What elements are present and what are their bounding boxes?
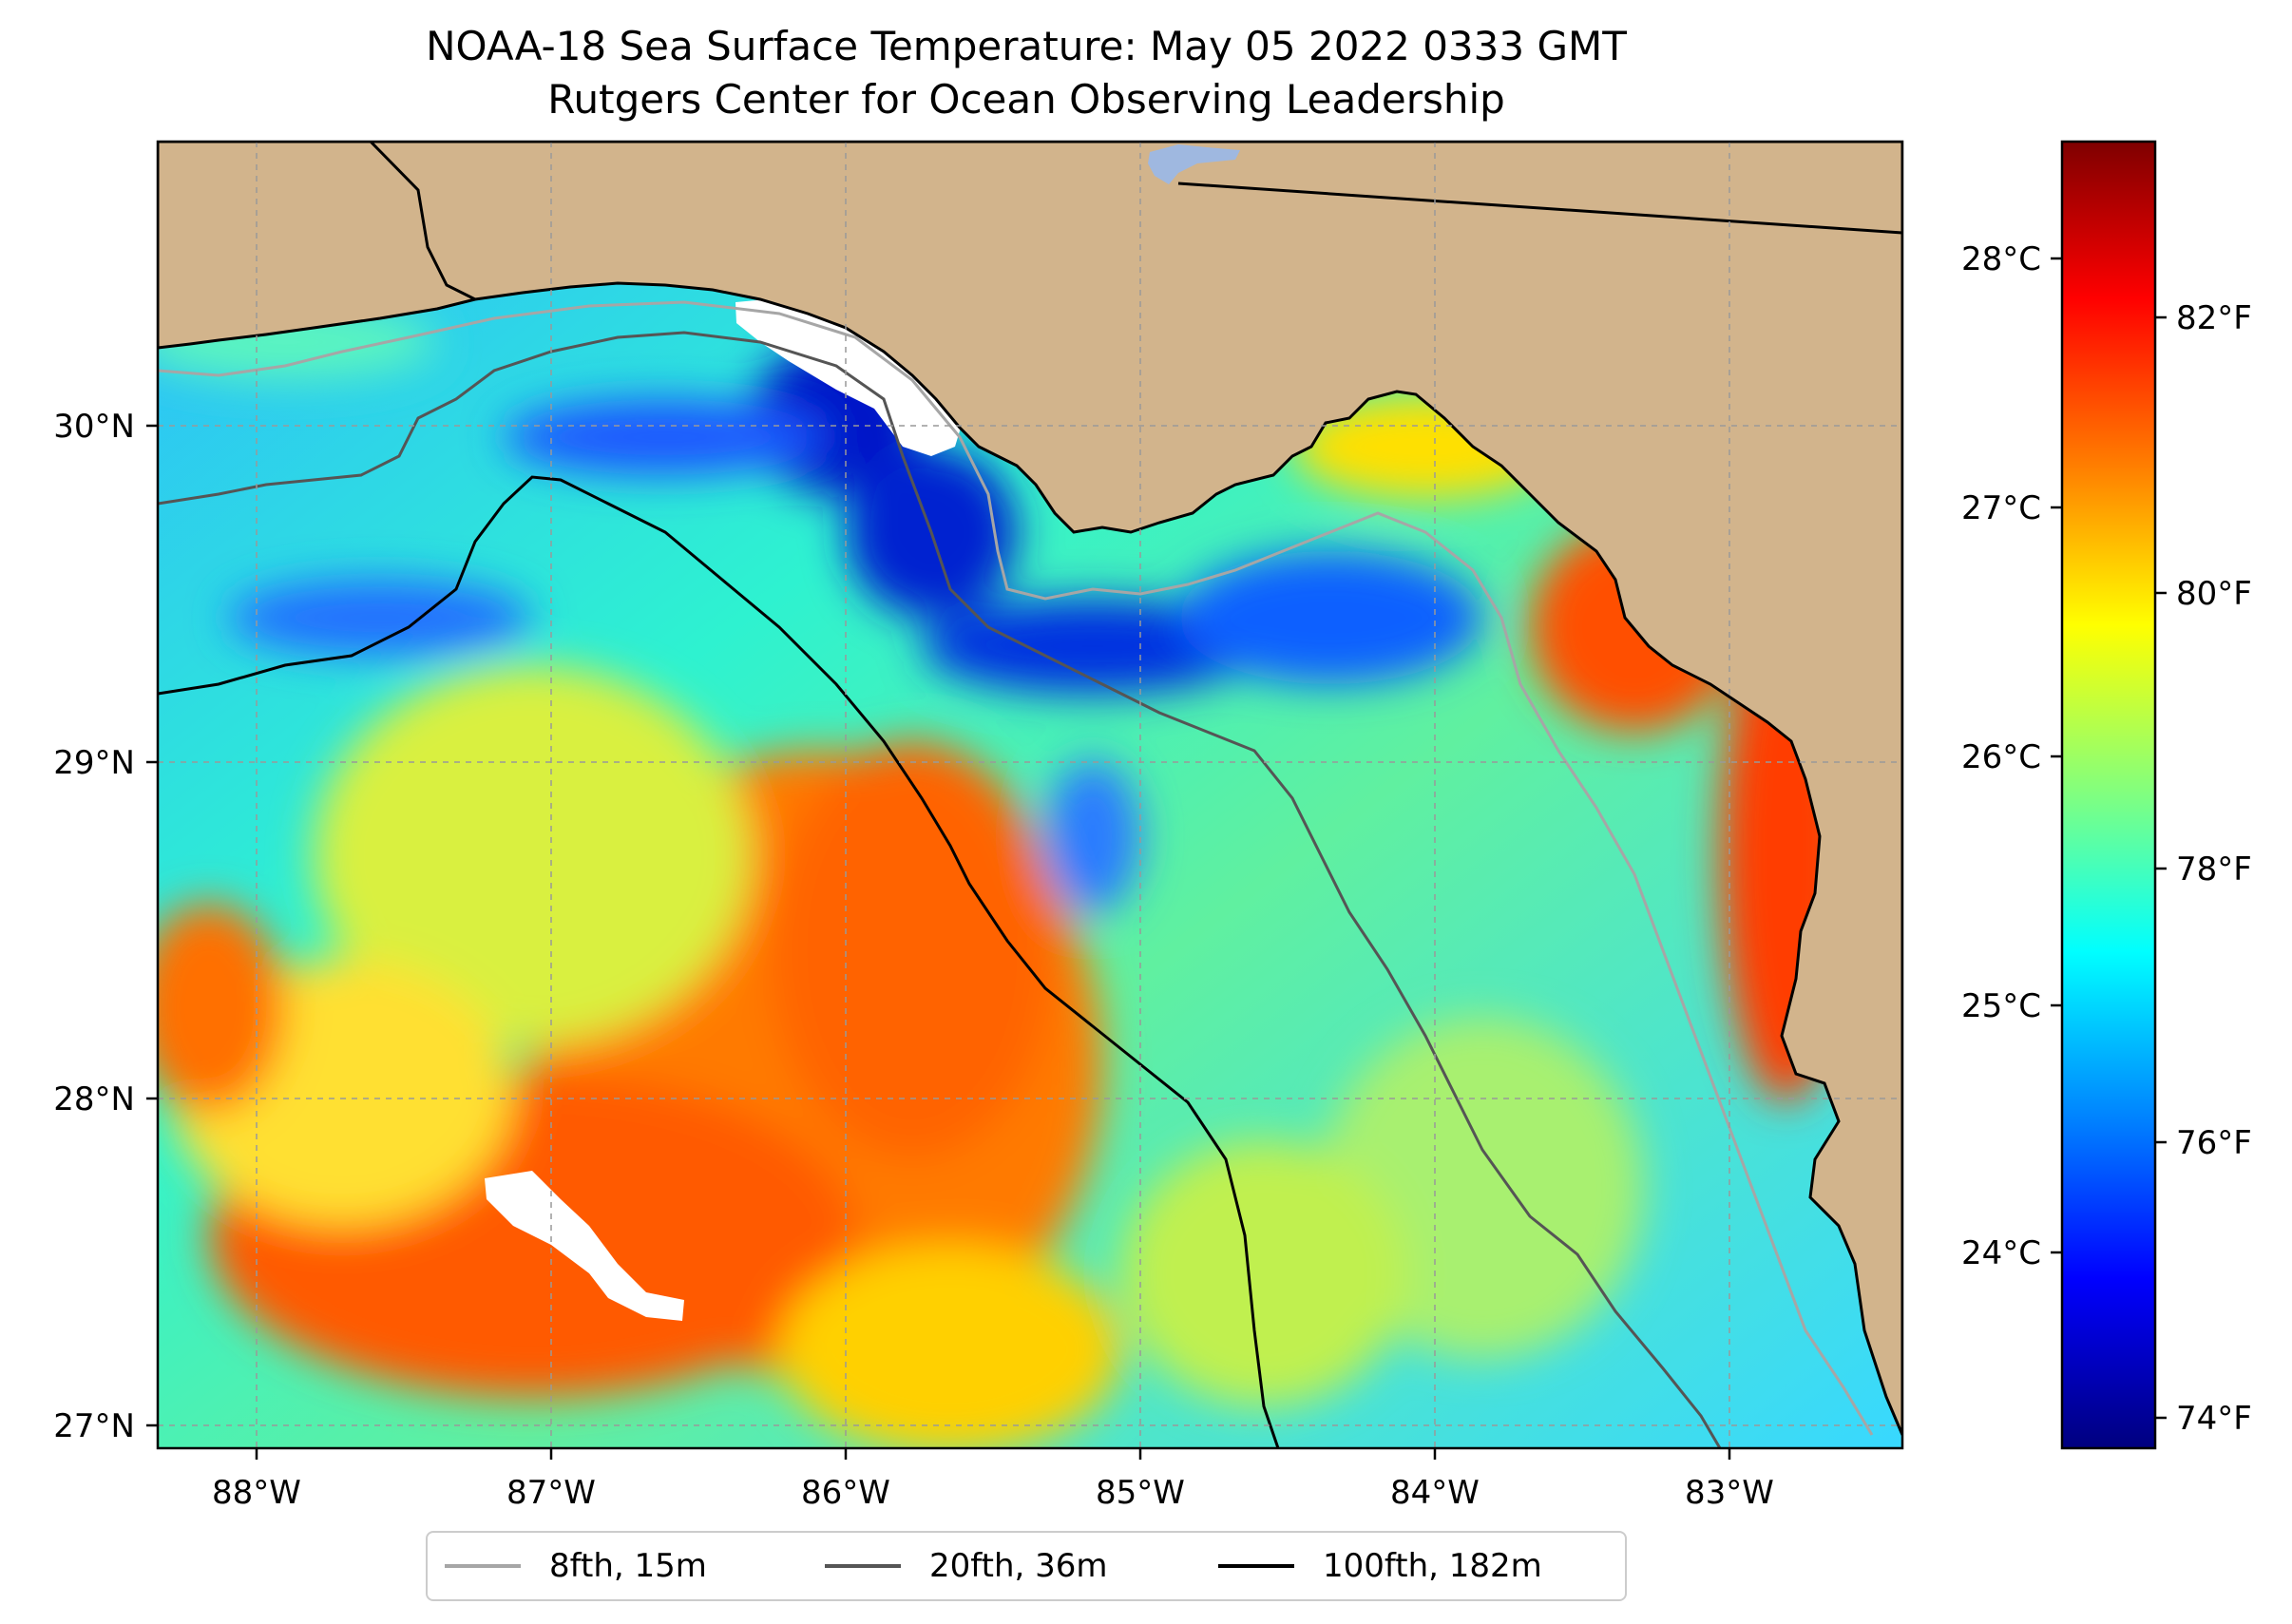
graticule xyxy=(158,142,1902,1448)
lat-tick-label: 28°N xyxy=(53,1080,135,1118)
lat-tick-marks xyxy=(146,424,158,1427)
legend-swatch xyxy=(825,1564,901,1568)
celsius-tick-label: 26°C xyxy=(1961,738,2041,776)
legend-item-100fth: 100fth, 182m xyxy=(1218,1533,1542,1599)
fahrenheit-tick-marks xyxy=(2155,315,2167,1420)
lon-tick-label: 86°W xyxy=(801,1474,890,1512)
lon-tick-marks xyxy=(255,1448,1731,1460)
legend-item-8fth: 8fth, 15m xyxy=(445,1533,707,1599)
celsius-tick-marks xyxy=(2051,257,2062,1254)
legend-label: 8fth, 15m xyxy=(549,1547,707,1585)
celsius-tick-label: 27°C xyxy=(1961,489,2041,527)
lon-tick-label: 88°W xyxy=(212,1474,301,1512)
legend-label: 100fth, 182m xyxy=(1323,1547,1542,1585)
lat-tick-label: 30°N xyxy=(53,408,135,446)
lat-tick-label: 29°N xyxy=(53,744,135,782)
fahrenheit-tick-label: 76°F xyxy=(2176,1124,2252,1162)
lon-tick-label: 84°W xyxy=(1390,1474,1480,1512)
celsius-tick-label: 28°C xyxy=(1961,240,2041,278)
fahrenheit-tick-label: 74°F xyxy=(2176,1400,2252,1438)
contour-legend: 8fth, 15m 20fth, 36m 100fth, 182m xyxy=(426,1531,1627,1601)
colorbar xyxy=(2060,140,2157,1450)
state-border xyxy=(369,142,476,301)
legend-label: 20fth, 36m xyxy=(929,1547,1108,1585)
lon-tick-label: 85°W xyxy=(1096,1474,1185,1512)
legend-swatch xyxy=(445,1564,521,1568)
temperature-field xyxy=(158,304,1853,1448)
contour-8fth xyxy=(158,300,1874,1436)
lon-tick-label: 83°W xyxy=(1685,1474,1774,1512)
contour-100fth xyxy=(158,475,1280,1448)
cloud-mask xyxy=(485,1171,684,1321)
map-area xyxy=(158,142,1902,1448)
fahrenheit-tick-label: 80°F xyxy=(2176,575,2252,613)
lake xyxy=(1148,144,1240,184)
legend-item-20fth: 20fth, 36m xyxy=(825,1533,1108,1599)
lat-tick-label: 27°N xyxy=(53,1407,135,1445)
chart-subtitle: Rutgers Center for Ocean Observing Leade… xyxy=(547,76,1505,123)
fahrenheit-tick-label: 78°F xyxy=(2176,850,2252,888)
state-border xyxy=(1177,182,1902,235)
contour-20fth xyxy=(158,331,1722,1448)
celsius-tick-label: 25°C xyxy=(1961,987,2041,1025)
land xyxy=(158,142,1902,1436)
fahrenheit-tick-label: 82°F xyxy=(2176,299,2252,337)
chart-title: NOAA-18 Sea Surface Temperature: May 05 … xyxy=(426,23,1627,69)
map-frame xyxy=(156,140,1904,1450)
celsius-tick-label: 24°C xyxy=(1961,1234,2041,1272)
lon-tick-label: 87°W xyxy=(506,1474,596,1512)
legend-swatch xyxy=(1218,1564,1294,1568)
